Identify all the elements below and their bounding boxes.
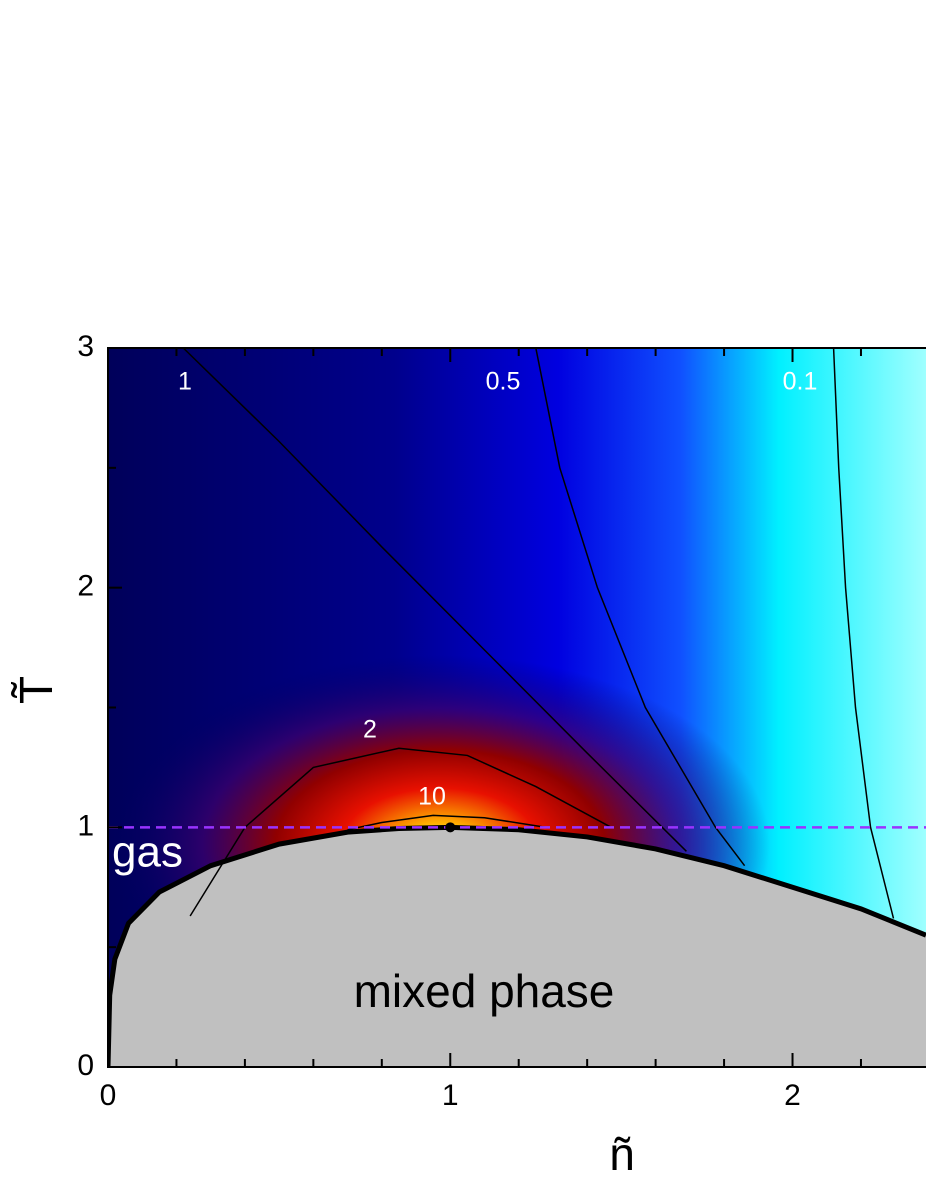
contour-label: 1 [178,368,192,396]
x-tick-label: 0 [100,1079,117,1112]
plot-layer [108,348,926,1067]
contour-label: 0.1 [783,368,818,396]
critical-point [445,822,456,833]
contour-line [347,814,547,831]
contour-label: 2 [363,716,377,744]
contour-label: 0.5 [486,368,521,396]
contour-line [832,348,895,919]
y-tick-label: 0 [77,1049,94,1082]
contour-line [182,348,687,852]
y-tick-label: 2 [77,570,94,603]
contour-label: 10 [418,783,446,811]
contour-line [535,348,746,867]
mixed-phase-region [108,827,926,1067]
gas-label: gas [112,828,183,877]
x-axis-label: ñ [609,1128,635,1180]
mixed-phase-label: mixed phase [354,965,615,1017]
y-tick-label: 3 [77,330,94,363]
x-tick-label: 1 [442,1079,459,1112]
x-tick-label: 2 [784,1079,801,1112]
y-axis-label: T̃ [10,676,62,704]
axes: 0 1 2 0 1 2 3 [77,330,862,1112]
y-tick-label: 1 [77,809,94,842]
